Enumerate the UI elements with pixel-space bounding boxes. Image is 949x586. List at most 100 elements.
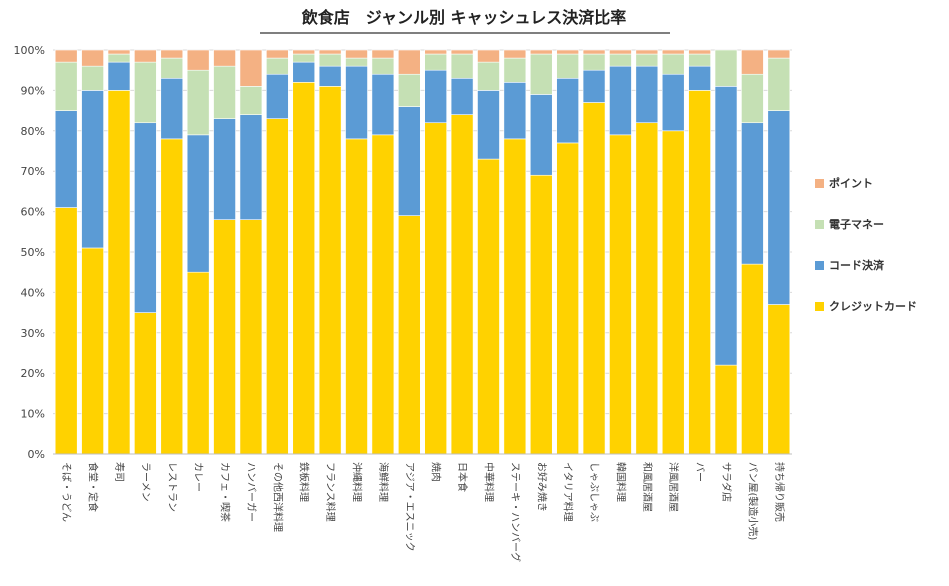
bar-segment [714,49,738,87]
bar-segment [450,49,474,55]
bar-segment [54,49,78,63]
bar-segment [635,122,659,455]
y-tick-label: 100% [14,44,45,57]
bar-segment [371,134,395,455]
bar-segment [160,138,184,455]
bar-segment [767,110,791,305]
bar-segment [160,57,184,79]
bar-segment [239,86,263,115]
bar-stacks [54,49,791,455]
x-axis: そば・うどん 食堂・定食 寿司 ラーメン レストラン カレー カフェ・喫茶 ハンバーガー その他… [53,453,792,562]
bar-segment [345,49,368,59]
bar-segment [239,219,263,455]
bar-segment [398,106,421,216]
bar-segment [503,57,527,83]
chart-title: 飲食店 ジャンル別 キャッシュレス決済比率 [301,8,626,27]
bar-segment [213,118,236,220]
bar-segment [318,53,342,67]
bar-segment [556,77,579,144]
bar-segment [609,134,632,455]
bar-segment [556,142,579,455]
bar-segment [582,53,606,71]
x-category-label: その他西洋料理 [271,462,284,532]
legend-swatch [815,179,824,188]
y-tick-label: 40% [21,286,45,299]
bar-segment [741,122,764,265]
bar-segment [635,49,659,55]
x-category-label: 焼肉 [430,462,443,482]
bar-segment [741,263,764,455]
bar-segment [450,53,474,79]
x-category-label: 持ち帰り販売 [773,462,786,522]
x-category-label: バー [694,462,706,482]
bar-segment [767,304,791,455]
bar-segment [345,138,368,455]
bar-segment [54,61,78,111]
legend-label: ポイント [829,176,873,190]
bar-segment [477,49,500,63]
y-tick-label: 20% [21,367,45,380]
x-category-label: カレー [192,462,204,492]
bar-segment [134,312,157,455]
bar-segment [609,49,632,55]
bar-segment [318,86,342,455]
y-tick-label: 70% [21,165,45,178]
bar-segment [424,69,447,124]
bar-segment [107,49,131,55]
legend-swatch [815,302,824,311]
legend-label: 電子マネー [829,218,884,231]
bar-segment [186,271,210,455]
bar-segment [318,65,342,87]
y-tick-label: 10% [21,408,45,421]
y-tick-label: 50% [21,246,45,259]
legend-label: クレジットカード [829,300,917,313]
bar-segment [160,49,184,59]
bar-segment [81,49,104,67]
x-category-label: ラーメン [139,462,151,502]
bar-segment [609,65,632,136]
x-category-label: 食堂・定食 [87,462,100,512]
bar-segment [213,219,236,455]
bar-segment [767,49,791,59]
y-tick-label: 90% [21,84,45,97]
x-category-label: パン屋(製造小売) [746,462,759,540]
bar-segment [767,57,791,111]
legend-swatch [815,261,824,270]
bar-segment [186,49,210,71]
x-category-label: ステーキ・ハンバーグ [509,462,522,562]
bar-segment [661,53,685,75]
bar-segment [213,65,236,119]
bar-segment [503,49,527,59]
bar-segment [292,53,316,63]
bar-segment [529,53,553,95]
bar-segment [107,90,131,455]
bar-segment [345,65,368,140]
bar-segment [292,61,316,83]
bar-segment [741,49,764,75]
bar-segment [424,49,447,55]
x-category-label: アジア・エスニック [403,462,415,552]
bar-segment [661,49,685,55]
bar-segment [134,61,157,124]
bar-segment [213,49,236,67]
y-tick-label: 80% [21,125,45,138]
x-category-label: 寿司 [113,462,126,482]
x-category-label: しゃぶしゃぶ [588,462,600,522]
bar-segment [688,53,711,67]
bar-segment [450,77,474,115]
bar-segment [635,53,659,67]
bar-segment [477,158,500,455]
bar-segment [556,49,579,55]
bar-segment [239,49,263,87]
x-category-label: カフェ・喫茶 [219,462,232,522]
bar-segment [688,90,711,455]
x-category-label: 中華料理 [482,462,495,502]
x-category-label: ハンバーガー [245,462,257,522]
bar-segment [371,57,395,75]
x-category-label: そば・うどん [60,462,72,522]
bar-segment [635,65,659,124]
bar-segment [688,65,711,91]
bar-segment [371,49,395,59]
